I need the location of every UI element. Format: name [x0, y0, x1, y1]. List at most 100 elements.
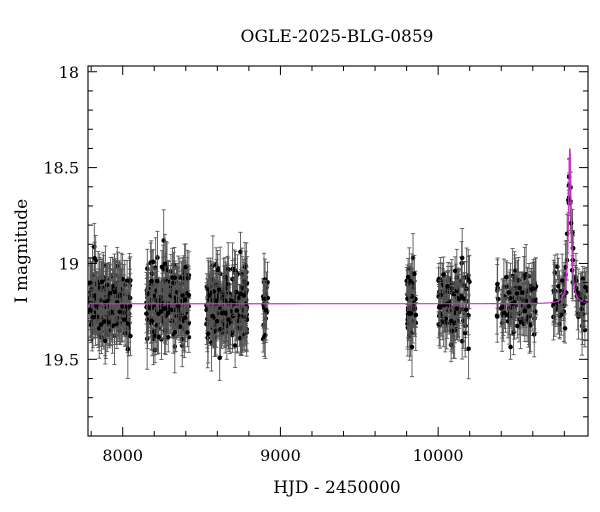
data-point [99, 279, 105, 285]
data-point [104, 299, 109, 304]
data-point [413, 312, 419, 318]
data-point [162, 261, 168, 267]
data-point [262, 332, 268, 338]
data-point [214, 318, 220, 324]
model-curve [88, 148, 589, 305]
data-point [159, 264, 165, 270]
data-point [559, 278, 565, 283]
data-point [174, 290, 179, 295]
data-point [153, 265, 158, 270]
data-point [124, 278, 130, 283]
data-point [446, 289, 451, 294]
data-point [463, 307, 469, 313]
data-point [263, 308, 269, 313]
data-point [217, 355, 222, 361]
data-point [147, 305, 152, 311]
data-point [163, 277, 168, 283]
data-point [466, 313, 471, 318]
data-point [119, 303, 125, 309]
data-point [236, 295, 242, 300]
data-point [98, 322, 104, 327]
data-point [186, 292, 192, 298]
data-point [186, 275, 191, 281]
data-point [441, 272, 446, 277]
data-point [102, 338, 108, 344]
data-point [210, 313, 215, 319]
data-point [149, 318, 154, 324]
data-point [172, 275, 178, 281]
data-point [569, 268, 575, 273]
data-point [222, 310, 227, 316]
x-tick-label: 8000 [102, 446, 143, 465]
data-point [152, 333, 158, 339]
data-point [564, 231, 570, 237]
data-point [175, 303, 181, 309]
data-point [406, 310, 412, 316]
data-point [533, 309, 538, 314]
data-point [228, 309, 234, 314]
data-point [456, 296, 462, 302]
data-point [521, 321, 526, 327]
data-point [441, 319, 446, 325]
data-point [101, 319, 107, 324]
data-point [405, 274, 411, 280]
data-point [503, 274, 509, 280]
data-point [494, 314, 500, 319]
data-point [112, 289, 118, 295]
data-point [508, 344, 513, 350]
data-point [92, 256, 97, 261]
data-point [555, 264, 560, 270]
data-point [125, 321, 130, 326]
data-point [156, 311, 161, 317]
data-point [556, 284, 561, 289]
data-point [515, 323, 520, 329]
data-point [514, 291, 520, 296]
y-tick-label: 19.5 [43, 350, 79, 369]
model-peak [557, 148, 583, 302]
data-point [216, 287, 222, 292]
data-point [90, 315, 96, 320]
data-point [225, 281, 231, 287]
data-point [498, 306, 504, 311]
data-point [459, 260, 464, 266]
data-point [94, 303, 99, 309]
data-point [180, 293, 185, 298]
data-point [172, 330, 178, 335]
data-point [221, 292, 227, 298]
data-point [232, 343, 238, 348]
data-point [448, 318, 454, 324]
data-point [520, 290, 526, 295]
data-point [96, 314, 101, 320]
data-point [465, 277, 471, 282]
data-point [145, 291, 150, 297]
data-point [156, 334, 161, 340]
data-point [165, 334, 171, 340]
chart-title: OGLE-2025-BLG-0859 [241, 27, 434, 47]
data-point [96, 326, 102, 331]
data-point [144, 311, 149, 316]
data-point [461, 296, 467, 302]
y-tick-label: 18 [59, 63, 79, 82]
data-point [506, 290, 512, 295]
data-point [552, 288, 557, 293]
axes: 8000 9000 10000 18 18.5 19 19.5 [43, 63, 589, 465]
data-layer [87, 157, 589, 381]
data-point [407, 278, 413, 284]
data-point [171, 280, 176, 286]
data-point [557, 288, 562, 294]
data-point [183, 315, 188, 320]
data-point [242, 264, 248, 270]
data-point [149, 278, 154, 284]
data-point [502, 310, 507, 316]
x-axis-label: HJD - 2450000 [273, 478, 401, 498]
data-point [262, 296, 268, 302]
data-point [495, 281, 500, 287]
y-tick-label: 19 [59, 254, 79, 273]
data-point [412, 271, 417, 277]
data-point [234, 308, 240, 313]
data-point [185, 330, 190, 335]
data-point [452, 268, 458, 274]
data-point [466, 346, 471, 352]
data-point [406, 305, 412, 311]
